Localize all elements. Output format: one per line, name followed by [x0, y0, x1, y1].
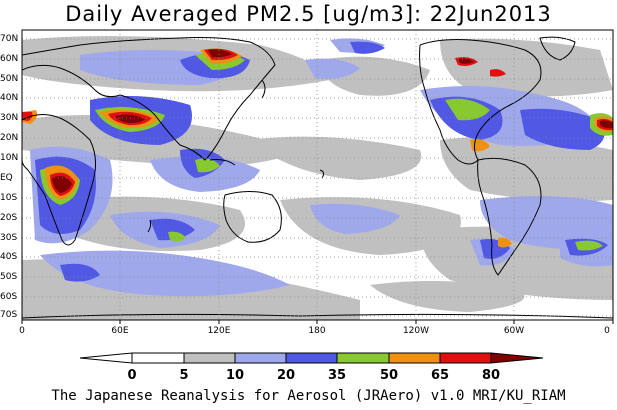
color-bar-segment-20-35 — [285, 352, 338, 364]
color-bar-segment-10-20 — [234, 352, 287, 364]
lat-label-30n: 30N — [0, 113, 19, 123]
lon-label-120w: 120W — [402, 326, 430, 336]
color-bar-segment-5-10 — [183, 352, 236, 364]
lat-label-30s: 30S — [0, 233, 18, 243]
lat-label-70s: 70S — [0, 310, 18, 320]
legend-tick-10: 10 — [225, 368, 245, 383]
color-bar-segment-50-65 — [388, 352, 441, 364]
color-bar-segment-0-5 — [131, 352, 185, 364]
lat-label-40s: 40S — [0, 252, 18, 262]
lat-label-50n: 50N — [0, 74, 19, 84]
legend-tick-20: 20 — [276, 368, 296, 383]
lat-label-10s: 10S — [0, 193, 18, 203]
legend-tick-80: 80 — [481, 368, 501, 383]
lon-label-60w: 60W — [503, 326, 525, 336]
map-title: Daily Averaged PM2.5 [ug/m3]: 22Jun2013 — [65, 2, 552, 26]
lat-label-10n: 10N — [0, 153, 19, 163]
legend-tick-35: 35 — [327, 368, 347, 383]
lat-label-60n: 60N — [0, 54, 19, 64]
lon-label-120e: 120E — [207, 326, 231, 336]
axis-ticks — [21, 320, 614, 324]
color-bar-over-triangle — [490, 352, 544, 364]
legend-tick-0: 0 — [127, 368, 137, 383]
lon-label-60e: 60E — [111, 326, 129, 336]
lon-label-0-east: 0 — [604, 326, 610, 336]
lon-label-0-west: 0 — [19, 326, 25, 336]
color-bar — [79, 352, 544, 364]
dark-red-plume-layer — [52, 49, 613, 193]
color-bar-segment-65-80 — [439, 352, 492, 364]
lat-label-20s: 20S — [0, 213, 18, 223]
legend-tick-65: 65 — [430, 368, 450, 383]
lat-label-60s: 60S — [0, 292, 18, 302]
color-bar-segment-35-50 — [336, 352, 390, 364]
legend-tick-50: 50 — [379, 368, 399, 383]
credit-line: The Japanese Reanalysis for Aerosol (JRA… — [51, 388, 566, 404]
lat-label-20n: 20N — [0, 133, 19, 143]
legend-tick-5: 5 — [179, 368, 189, 383]
color-bar-under-triangle — [79, 352, 133, 364]
lat-label-40n: 40N — [0, 93, 19, 103]
lat-label-eq: EQ — [0, 173, 13, 183]
lat-label-50s: 50S — [0, 272, 18, 282]
lon-label-180: 180 — [308, 326, 326, 336]
gridlines — [22, 30, 613, 320]
lat-label-70n: 70N — [0, 34, 19, 44]
